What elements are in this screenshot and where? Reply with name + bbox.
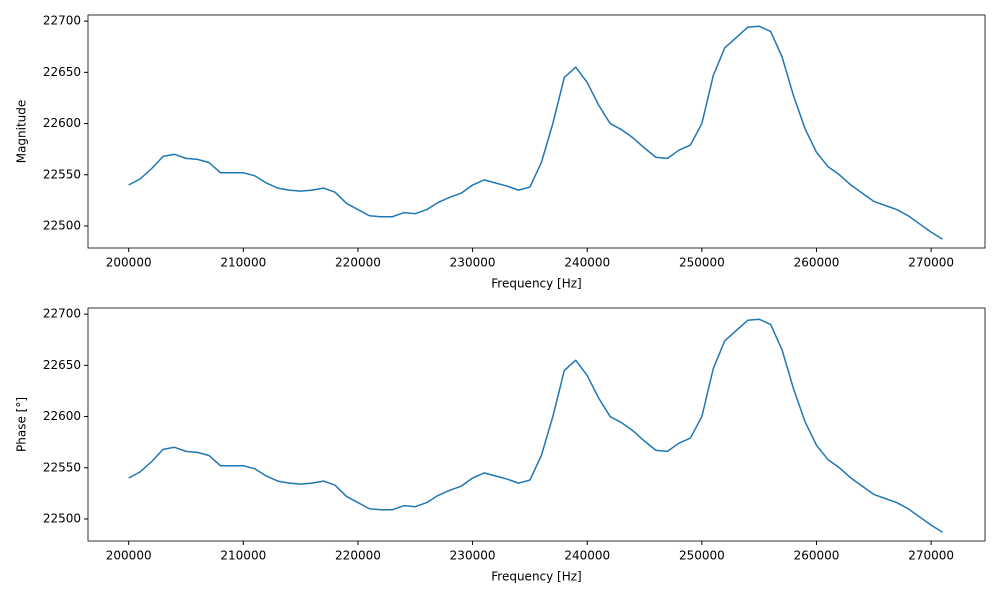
x-tick-label: 260000 (794, 256, 840, 270)
x-tick-label: 220000 (335, 256, 381, 270)
y-tick-label: 22550 (43, 460, 81, 474)
y-tick-label: 22650 (43, 358, 81, 372)
x-tick-label: 230000 (450, 549, 496, 563)
x-tick-label: 270000 (908, 256, 954, 270)
y-axis-label: Phase [°] (15, 397, 29, 452)
y-tick-label: 22700 (43, 307, 81, 321)
x-tick-label: 240000 (564, 256, 610, 270)
x-tick-label: 250000 (679, 549, 725, 563)
axes-frame (87, 307, 986, 542)
y-tick-label: 22650 (43, 65, 81, 79)
y-tick-label: 22700 (43, 14, 81, 28)
data-line (128, 318, 943, 533)
y-tick-label: 22600 (43, 409, 81, 423)
x-tick-label: 200000 (106, 549, 152, 563)
x-axis-label: Frequency [Hz] (491, 277, 582, 291)
y-tick-label: 22600 (43, 116, 81, 130)
x-tick-label: 200000 (106, 256, 152, 270)
x-tick-label: 230000 (450, 256, 496, 270)
y-tick-label: 22500 (43, 511, 81, 525)
x-tick-label: 270000 (908, 549, 954, 563)
x-tick-label: 220000 (335, 549, 381, 563)
y-axis-label: Magnitude (15, 100, 29, 164)
x-tick-label: 250000 (679, 256, 725, 270)
x-tick-label: 260000 (794, 549, 840, 563)
y-tick-label: 22500 (43, 218, 81, 232)
axes-frame (87, 14, 986, 249)
x-tick-label: 210000 (220, 549, 266, 563)
x-tick-label: 240000 (564, 549, 610, 563)
data-line (128, 25, 943, 240)
x-axis-label: Frequency [Hz] (491, 570, 582, 584)
y-tick-label: 22550 (43, 167, 81, 181)
x-tick-label: 210000 (220, 256, 266, 270)
